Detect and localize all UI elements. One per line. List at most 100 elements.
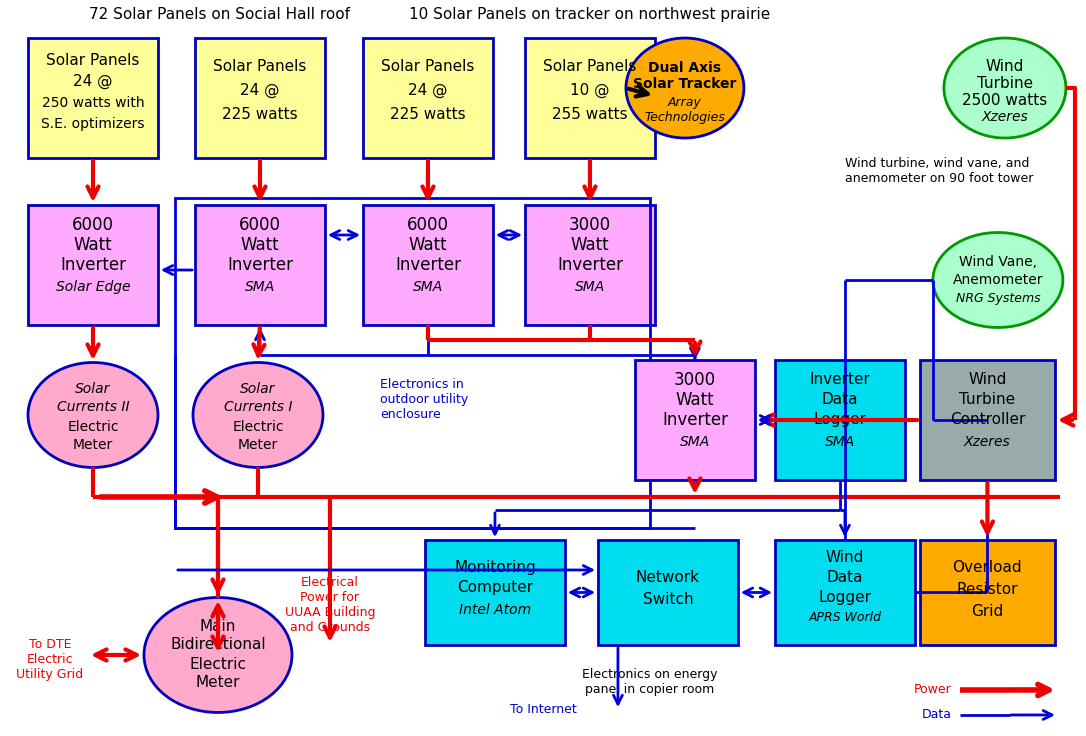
Text: Watt: Watt — [408, 236, 447, 254]
Text: 225 watts: 225 watts — [390, 107, 466, 121]
Text: 2500 watts: 2500 watts — [962, 93, 1048, 107]
Text: 250 watts with: 250 watts with — [41, 96, 144, 110]
FancyBboxPatch shape — [195, 205, 325, 325]
Text: Inverter: Inverter — [395, 256, 460, 274]
Text: Currents II: Currents II — [56, 400, 129, 414]
Text: Watt: Watt — [74, 236, 112, 254]
Text: Main: Main — [200, 620, 236, 634]
Text: 3000: 3000 — [569, 216, 611, 234]
FancyBboxPatch shape — [775, 540, 914, 645]
Text: 10 Solar Panels on tracker on northwest prairie: 10 Solar Panels on tracker on northwest … — [409, 7, 771, 21]
Text: Solar Panels: Solar Panels — [381, 59, 475, 74]
Text: Anemometer: Anemometer — [952, 273, 1044, 287]
Text: Solar Panels: Solar Panels — [543, 59, 636, 74]
Text: Technologies: Technologies — [644, 110, 725, 124]
Text: Inverter: Inverter — [227, 256, 293, 274]
Text: S.E. optimizers: S.E. optimizers — [41, 117, 144, 131]
Text: Network: Network — [636, 570, 700, 585]
Text: 6000: 6000 — [239, 216, 281, 234]
Text: Electrical
Power for
UUAA Building
and Grounds: Electrical Power for UUAA Building and G… — [285, 576, 376, 634]
Text: Xzeres: Xzeres — [982, 110, 1028, 124]
FancyBboxPatch shape — [363, 205, 493, 325]
Text: SMA: SMA — [413, 280, 443, 294]
FancyBboxPatch shape — [920, 360, 1055, 480]
Text: 10 @: 10 @ — [570, 82, 609, 98]
Text: 3000: 3000 — [674, 371, 716, 389]
Text: NRG Systems: NRG Systems — [956, 291, 1040, 305]
Text: Wind turbine, wind vane, and: Wind turbine, wind vane, and — [845, 157, 1030, 169]
Text: Watt: Watt — [675, 391, 715, 409]
Ellipse shape — [933, 233, 1063, 328]
Text: 24 @: 24 @ — [73, 74, 113, 88]
Text: Logger: Logger — [819, 590, 871, 606]
Text: Inverter: Inverter — [60, 256, 126, 274]
Text: Logger: Logger — [813, 412, 867, 428]
Ellipse shape — [144, 598, 292, 712]
Text: APRS World: APRS World — [808, 612, 882, 624]
Text: Xzeres: Xzeres — [964, 435, 1011, 449]
Text: Solar Edge: Solar Edge — [55, 280, 130, 294]
Text: Meter: Meter — [238, 438, 278, 452]
FancyBboxPatch shape — [635, 360, 755, 480]
FancyBboxPatch shape — [525, 205, 655, 325]
Text: Computer: Computer — [457, 581, 533, 595]
Text: Electric: Electric — [232, 420, 283, 434]
Ellipse shape — [626, 38, 744, 138]
Text: Watt: Watt — [570, 236, 609, 254]
Text: To DTE
Electric
Utility Grid: To DTE Electric Utility Grid — [16, 638, 84, 682]
Text: Data: Data — [826, 570, 863, 585]
Text: Inverter: Inverter — [809, 372, 870, 387]
Text: Switch: Switch — [643, 592, 693, 607]
Text: Inverter: Inverter — [557, 256, 623, 274]
Ellipse shape — [28, 363, 157, 467]
Text: 24 @: 24 @ — [408, 82, 447, 98]
Text: Intel Atom: Intel Atom — [459, 603, 531, 617]
FancyBboxPatch shape — [775, 360, 905, 480]
Text: Solar: Solar — [240, 382, 276, 396]
Text: Bidirectional: Bidirectional — [171, 637, 266, 653]
Text: Wind: Wind — [825, 551, 864, 565]
Text: 6000: 6000 — [407, 216, 449, 234]
FancyBboxPatch shape — [28, 205, 157, 325]
Text: Solar Panels: Solar Panels — [213, 59, 306, 74]
Text: Wind: Wind — [986, 59, 1024, 74]
FancyBboxPatch shape — [363, 38, 493, 158]
Text: Array: Array — [668, 96, 702, 108]
Text: Solar Tracker: Solar Tracker — [633, 77, 736, 91]
Ellipse shape — [193, 363, 323, 467]
Text: 72 Solar Panels on Social Hall roof: 72 Solar Panels on Social Hall roof — [89, 7, 351, 21]
Text: Data: Data — [922, 709, 952, 721]
Text: 255 watts: 255 watts — [552, 107, 628, 121]
Text: Solar Panels: Solar Panels — [47, 52, 140, 68]
Text: Inverter: Inverter — [662, 411, 728, 429]
FancyBboxPatch shape — [28, 38, 157, 158]
Text: Turbine: Turbine — [959, 392, 1015, 408]
FancyBboxPatch shape — [195, 38, 325, 158]
Text: Dual Axis: Dual Axis — [648, 61, 721, 75]
Text: Data: Data — [822, 392, 858, 408]
Text: Electric: Electric — [189, 657, 247, 673]
Text: Monitoring: Monitoring — [454, 561, 535, 576]
Ellipse shape — [944, 38, 1066, 138]
FancyBboxPatch shape — [525, 38, 655, 158]
Text: 6000: 6000 — [72, 216, 114, 234]
Text: 225 watts: 225 watts — [223, 107, 298, 121]
Text: Controller: Controller — [950, 412, 1025, 428]
Text: Electronics in
outdoor utility
enclosure: Electronics in outdoor utility enclosure — [380, 378, 468, 422]
Text: Watt: Watt — [241, 236, 279, 254]
Text: To Internet: To Internet — [510, 704, 577, 716]
Text: Turbine: Turbine — [976, 76, 1033, 91]
Text: Electric: Electric — [67, 420, 118, 434]
Text: Electronics on energy
panel in copier room: Electronics on energy panel in copier ro… — [582, 668, 718, 696]
FancyBboxPatch shape — [425, 540, 565, 645]
Text: anemometer on 90 foot tower: anemometer on 90 foot tower — [845, 171, 1033, 185]
Text: SMA: SMA — [574, 280, 605, 294]
Text: SMA: SMA — [244, 280, 275, 294]
FancyBboxPatch shape — [920, 540, 1055, 645]
Text: SMA: SMA — [680, 435, 710, 449]
FancyBboxPatch shape — [598, 540, 738, 645]
Text: Wind: Wind — [969, 372, 1007, 387]
Text: Meter: Meter — [195, 676, 240, 690]
Text: Overload: Overload — [952, 561, 1022, 576]
Text: Solar: Solar — [75, 382, 111, 396]
